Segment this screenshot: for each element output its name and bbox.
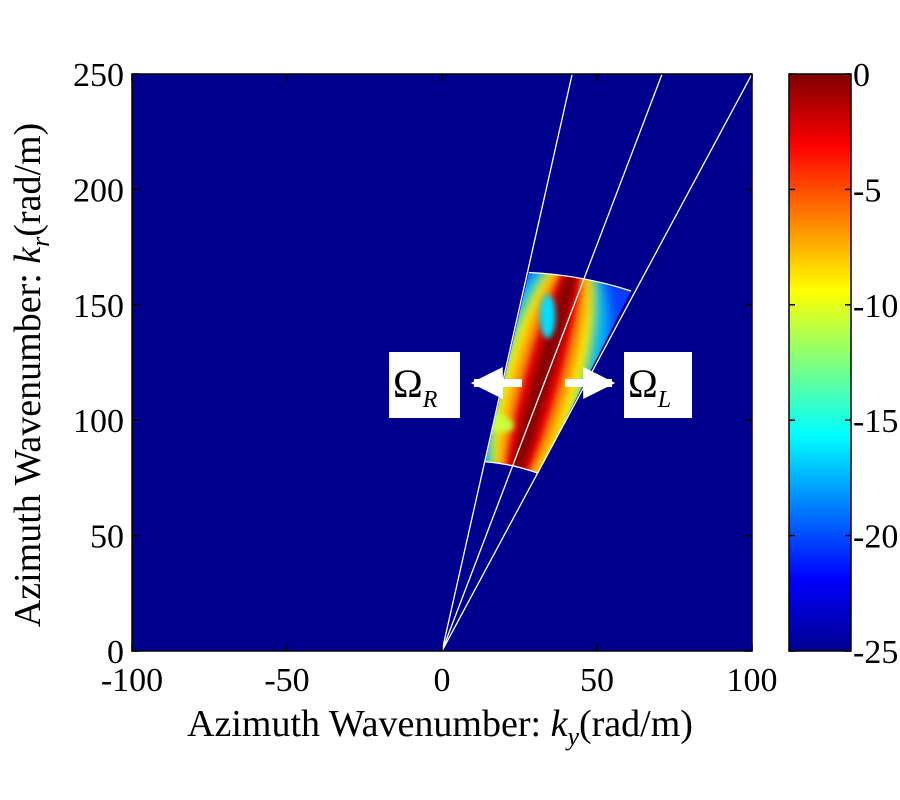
omega-r-symbol: Ω: [393, 361, 423, 406]
omega-l-label-box: [624, 352, 692, 418]
sector-ray: [441, 74, 573, 651]
y-tick-label: 100: [73, 403, 124, 440]
omega-l-symbol: Ω: [628, 361, 658, 406]
heat-band-core: [507, 272, 579, 474]
omega-l-subscript: L: [657, 387, 671, 413]
omega-r-subscript: R: [422, 387, 438, 413]
sector-inner-arc: [485, 461, 539, 474]
y-axis-label-symbol: k: [7, 246, 49, 264]
omega-r-annotation: ΩR: [389, 352, 522, 418]
x-axis-label-prefix: Azimuth Wavenumber:: [187, 703, 551, 745]
colorbar-tick-label: -15: [853, 403, 898, 440]
colorbar-tick-label: 0: [853, 57, 870, 94]
y-tick-label: 50: [90, 519, 124, 556]
x-axis-label-unit: (rad/m): [579, 703, 693, 745]
y-axis-label: Azimuth Wavenumber: kr(rad/m): [7, 123, 55, 627]
y-tick-label: 150: [73, 288, 124, 325]
x-axis-label: Azimuth Wavenumber: ky(rad/m): [187, 703, 693, 751]
colorbar-tick-label: -10: [853, 288, 898, 325]
x-axis-label-symbol: k: [551, 703, 569, 745]
x-axis-ticks: -100 -50 0 50 100: [101, 74, 778, 699]
colorbar-gradient: [788, 73, 852, 652]
svg-text:ΩL: ΩL: [628, 361, 671, 413]
x-tick-label: 50: [580, 662, 614, 699]
x-tick-label: -100: [101, 662, 163, 699]
sector-boundary-lines: [441, 74, 752, 651]
heatmap-field: [485, 272, 632, 474]
omega-l-annotation: ΩL: [565, 352, 692, 418]
sector-outer-arc: [528, 271, 632, 292]
svg-text:ΩR: ΩR: [393, 361, 438, 413]
colorbar-tick-label: -20: [853, 519, 898, 556]
y-tick-label: 200: [73, 172, 124, 209]
y-tick-label: 250: [73, 57, 124, 94]
sector-ray: [441, 74, 752, 651]
y-tick-label: 0: [107, 634, 124, 671]
colorbar-tick-label: -25: [853, 634, 898, 671]
y-axis-ticks: 0 50 100 150 200 250: [73, 57, 752, 671]
y-axis-label-subscript: r: [26, 236, 55, 247]
y-axis-label-prefix: Azimuth Wavenumber:: [7, 264, 49, 628]
x-tick-label: -50: [264, 662, 309, 699]
omega-r-label-box: [389, 352, 460, 418]
heat-patch-upper: [539, 294, 556, 339]
x-tick-label: 0: [434, 662, 451, 699]
x-axis-label-subscript: y: [564, 722, 579, 751]
colorbar-ticks: 0 -5 -10 -15 -20 -25: [789, 57, 898, 671]
colorbar-tick-label: -5: [853, 172, 881, 209]
y-axis-label-unit: (rad/m): [7, 123, 49, 237]
colorbar: 0 -5 -10 -15 -20 -25: [788, 57, 898, 671]
x-tick-label: 100: [727, 662, 778, 699]
sector-ray: [441, 74, 663, 651]
